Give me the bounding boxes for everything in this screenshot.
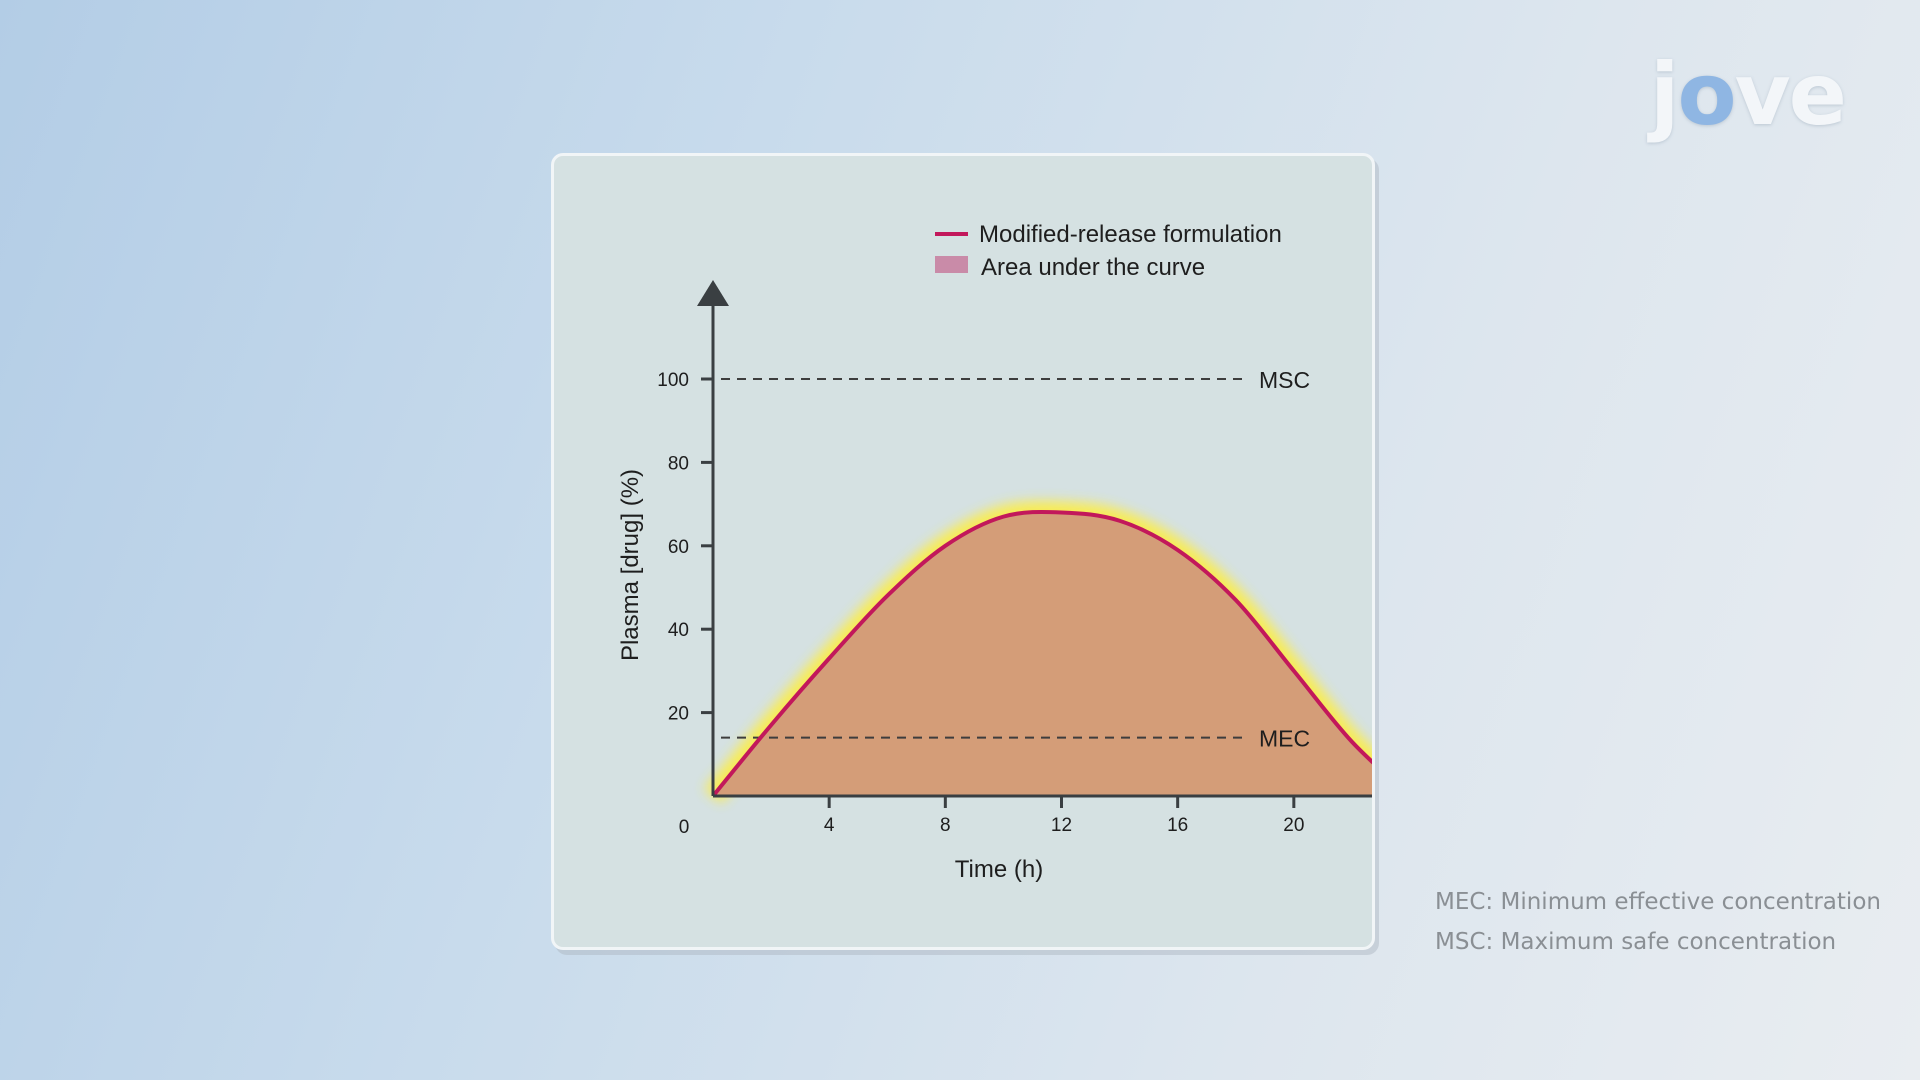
reference-label-mec: MEC <box>1259 726 1310 752</box>
x-tick-label: 16 <box>1167 815 1188 836</box>
origin-label: 0 <box>679 817 690 838</box>
x-tick-label: 12 <box>1051 815 1072 836</box>
y-axis-title: Plasma [drug] (%) <box>617 469 644 661</box>
y-tick-label: 60 <box>668 537 689 558</box>
legend-label-series: Modified-release formulation <box>979 221 1282 248</box>
chart-svg: Modified-release formulation Area under … <box>617 221 1372 883</box>
y-axis-arrow <box>697 280 729 306</box>
legend: Modified-release formulation Area under … <box>935 221 1282 281</box>
footnote-msc: MSC: Maximum safe concentration <box>1435 929 1837 955</box>
reference-label-msc: MSC <box>1259 367 1310 393</box>
y-tick-label: 40 <box>668 620 689 641</box>
footnote-mec: MEC: Minimum effective concentration <box>1435 889 1881 915</box>
y-tick-label: 80 <box>668 453 689 474</box>
legend-area-swatch <box>935 256 968 273</box>
jove-logo: jove <box>1650 45 1847 145</box>
x-tick-label: 4 <box>824 815 835 836</box>
x-tick-label: 8 <box>940 815 951 836</box>
series-line <box>711 509 1372 798</box>
legend-label-area: Area under the curve <box>981 254 1205 281</box>
y-tick-label: 20 <box>668 704 689 725</box>
plot-area: MSCMEC2040608010048121620240 <box>657 280 1372 838</box>
footnotes: MEC: Minimum effective concentration MSC… <box>1435 882 1881 962</box>
y-tick-label: 100 <box>657 370 689 391</box>
area-under-curve <box>713 511 1372 796</box>
x-axis-title: Time (h) <box>955 856 1043 883</box>
x-tick-label: 20 <box>1283 815 1304 836</box>
chart-card: Modified-release formulation Area under … <box>551 153 1375 950</box>
